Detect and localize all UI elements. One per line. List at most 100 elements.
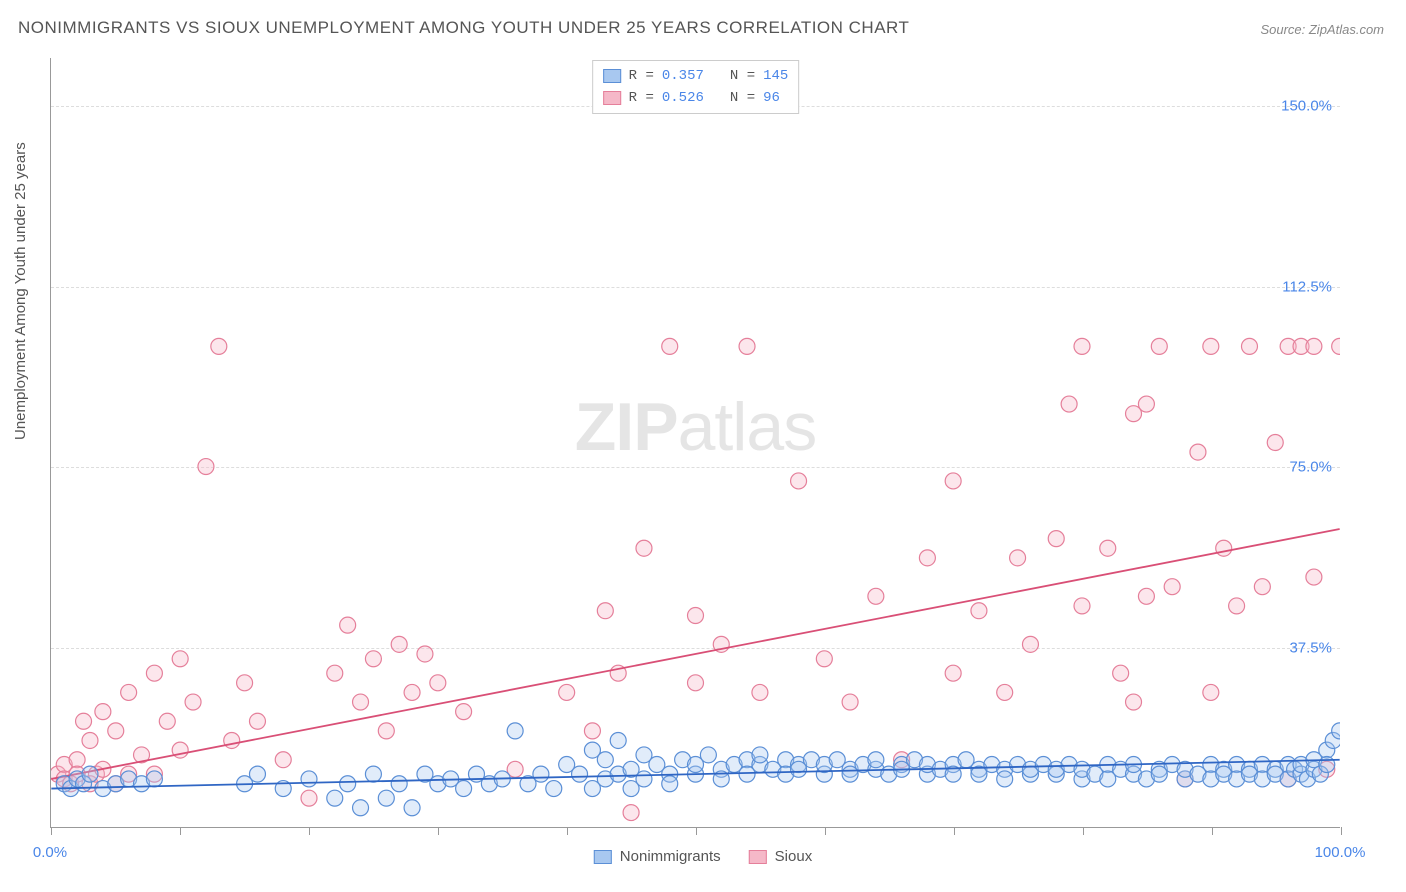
data-point	[1254, 579, 1270, 595]
data-point	[1138, 396, 1154, 412]
data-point	[662, 776, 678, 792]
data-point	[76, 713, 92, 729]
data-point	[211, 338, 227, 354]
data-point	[82, 732, 98, 748]
data-point	[559, 684, 575, 700]
data-point	[1229, 598, 1245, 614]
data-point	[301, 771, 317, 787]
x-tick	[1212, 827, 1213, 835]
data-point	[636, 771, 652, 787]
x-tick	[825, 827, 826, 835]
data-point	[584, 723, 600, 739]
legend-row-sioux: R = 0.526 N = 96	[603, 87, 789, 109]
data-point	[636, 540, 652, 556]
x-tick	[51, 827, 52, 835]
legend-item-sioux: Sioux	[749, 848, 813, 865]
data-point	[249, 766, 265, 782]
data-point	[417, 646, 433, 662]
data-point	[1138, 588, 1154, 604]
data-point	[1319, 757, 1335, 773]
data-point	[623, 805, 639, 821]
data-point	[662, 338, 678, 354]
data-point	[1216, 540, 1232, 556]
data-point	[1164, 579, 1180, 595]
data-point	[391, 776, 407, 792]
data-point	[546, 781, 562, 797]
data-point	[340, 776, 356, 792]
data-point	[456, 704, 472, 720]
y-axis-label: Unemployment Among Youth under 25 years	[12, 142, 29, 440]
data-point	[365, 651, 381, 667]
x-tick	[438, 827, 439, 835]
data-point	[752, 684, 768, 700]
x-tick	[567, 827, 568, 835]
data-point	[1010, 550, 1026, 566]
data-point	[971, 603, 987, 619]
legend-correlation: R = 0.357 N = 145 R = 0.526 N = 96	[592, 60, 800, 114]
x-tick	[309, 827, 310, 835]
data-point	[121, 684, 137, 700]
data-point	[700, 747, 716, 763]
data-point	[919, 550, 935, 566]
data-point	[1151, 338, 1167, 354]
swatch-nonimmigrants-icon	[594, 850, 612, 864]
swatch-sioux-icon	[749, 850, 767, 864]
data-point	[739, 338, 755, 354]
data-point	[1113, 665, 1129, 681]
data-point	[997, 684, 1013, 700]
data-point	[172, 651, 188, 667]
data-point	[69, 752, 85, 768]
data-point	[842, 694, 858, 710]
data-point	[610, 732, 626, 748]
data-point	[185, 694, 201, 710]
data-point	[249, 713, 265, 729]
data-point	[301, 790, 317, 806]
data-point	[572, 766, 588, 782]
data-point	[945, 665, 961, 681]
x-tick	[1341, 827, 1342, 835]
chart-svg	[51, 58, 1340, 827]
data-point	[146, 771, 162, 787]
legend-item-nonimmigrants: Nonimmigrants	[594, 848, 721, 865]
data-point	[1126, 694, 1142, 710]
data-point	[146, 665, 162, 681]
data-point	[1190, 444, 1206, 460]
data-point	[224, 732, 240, 748]
data-point	[1306, 338, 1322, 354]
data-point	[198, 459, 214, 475]
data-point	[868, 752, 884, 768]
swatch-nonimmigrants-icon	[603, 69, 621, 83]
chart-title: NONIMMIGRANTS VS SIOUX UNEMPLOYMENT AMON…	[18, 18, 909, 38]
data-point	[353, 800, 369, 816]
data-point	[1100, 540, 1116, 556]
x-tick-label: 0.0%	[33, 844, 67, 861]
data-point	[275, 752, 291, 768]
data-point	[1241, 338, 1257, 354]
x-tick	[954, 827, 955, 835]
data-point	[404, 800, 420, 816]
swatch-sioux-icon	[603, 91, 621, 105]
data-point	[378, 790, 394, 806]
source-label: Source: ZipAtlas.com	[1260, 22, 1384, 37]
data-point	[340, 617, 356, 633]
x-tick	[696, 827, 697, 835]
data-point	[507, 723, 523, 739]
data-point	[327, 665, 343, 681]
data-point	[404, 684, 420, 700]
data-point	[95, 704, 111, 720]
data-point	[752, 747, 768, 763]
data-point	[533, 766, 549, 782]
data-point	[159, 713, 175, 729]
data-point	[1203, 684, 1219, 700]
x-tick	[180, 827, 181, 835]
data-point	[688, 675, 704, 691]
data-point	[997, 771, 1013, 787]
data-point	[1074, 598, 1090, 614]
data-point	[945, 473, 961, 489]
data-point	[237, 675, 253, 691]
data-point	[868, 588, 884, 604]
legend-row-nonimmigrants: R = 0.357 N = 145	[603, 65, 789, 87]
x-tick	[1083, 827, 1084, 835]
data-point	[688, 608, 704, 624]
legend-series: Nonimmigrants Sioux	[594, 848, 812, 865]
